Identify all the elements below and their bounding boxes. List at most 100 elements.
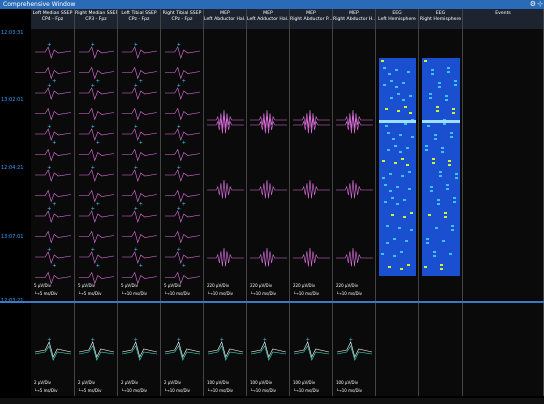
waveform-trace (35, 230, 72, 244)
waveform-trace (35, 87, 72, 100)
peak-marker[interactable]: + (47, 165, 51, 171)
peak-marker[interactable]: + (134, 165, 138, 171)
column-title: MEP (349, 11, 359, 16)
peak-marker[interactable]: + (177, 83, 181, 89)
peak-marker[interactable]: + (220, 337, 224, 343)
waveform-trace (79, 46, 115, 59)
peak-marker[interactable]: + (134, 247, 138, 253)
column-header[interactable]: Right Tibial SSEP CPz - Fpz (161, 9, 204, 29)
peak-marker[interactable]: + (96, 140, 100, 146)
peak-marker[interactable]: + (47, 206, 51, 212)
spectrogram-cell (455, 173, 458, 175)
spectrogram-cell (404, 123, 407, 125)
trace-panel[interactable] (75, 29, 118, 396)
peak-marker[interactable]: + (91, 42, 95, 48)
column-header[interactable]: EEG Right Hemisphere (419, 9, 463, 29)
peak-marker[interactable]: + (47, 83, 51, 89)
trace-panel[interactable] (290, 29, 333, 396)
column-title: Right Median SSEP (75, 11, 118, 16)
peak-marker[interactable]: + (182, 79, 186, 85)
spectrogram-cell (446, 188, 449, 190)
column-header[interactable]: Left Median SSEP CP4 - Fpz (31, 9, 75, 29)
column-header[interactable]: Right Median SSEP CP3 - Fpz (75, 9, 118, 29)
peak-marker[interactable]: + (139, 79, 143, 85)
peak-marker[interactable]: + (263, 337, 267, 343)
column-header[interactable]: EEG Left Hemisphere (376, 9, 419, 29)
peak-marker[interactable]: + (52, 263, 56, 269)
peak-marker[interactable]: + (134, 206, 138, 212)
trace-panel[interactable] (31, 29, 75, 396)
spectrogram-cell (453, 197, 456, 199)
trace-panel[interactable] (463, 29, 544, 396)
peak-marker[interactable]: + (47, 42, 51, 48)
peak-marker[interactable]: + (134, 337, 138, 343)
peak-marker[interactable]: + (134, 124, 138, 130)
peak-marker[interactable]: + (91, 337, 95, 343)
peak-marker[interactable]: + (349, 337, 353, 343)
peak-marker[interactable]: + (47, 124, 51, 130)
column-header[interactable]: MEP Right Abductor H... (333, 9, 376, 29)
column-header[interactable]: Left Tibial SSEP CPz - Fpz (118, 9, 161, 29)
peak-marker[interactable]: + (47, 247, 51, 253)
spectrogram-cell (450, 132, 453, 134)
peak-marker[interactable]: + (96, 202, 100, 208)
waveform-trace (336, 247, 373, 267)
peak-marker[interactable]: + (177, 165, 181, 171)
column-subtitle: Left Hemisphere (378, 17, 416, 22)
peak-marker[interactable]: + (306, 337, 310, 343)
scale-vertical: 5 µV/Div (164, 283, 182, 288)
peak-marker[interactable]: + (139, 202, 143, 208)
stack-separator[interactable] (0, 301, 544, 303)
waveform-trace (207, 109, 244, 129)
scale-horizontal: └→5 ms/Div (78, 388, 102, 393)
pin-icon[interactable]: ⊹ (537, 0, 543, 8)
peak-marker[interactable]: + (96, 79, 100, 85)
spectrogram-cell (429, 97, 432, 99)
peak-marker[interactable]: + (52, 202, 56, 208)
spectrogram-cell (392, 138, 395, 140)
peak-marker[interactable]: + (182, 202, 186, 208)
peak-marker[interactable]: + (177, 337, 181, 343)
waveform-trace (293, 179, 330, 199)
peak-marker[interactable]: + (134, 42, 138, 48)
peak-marker[interactable]: + (182, 140, 186, 146)
peak-marker[interactable]: + (52, 140, 56, 146)
peak-marker[interactable]: + (139, 140, 143, 146)
peak-marker[interactable]: + (177, 206, 181, 212)
spectrogram[interactable] (379, 58, 416, 276)
spectrogram-cell (383, 84, 386, 86)
peak-marker[interactable]: + (177, 124, 181, 130)
peak-marker[interactable]: + (134, 83, 138, 89)
peak-marker[interactable]: + (177, 42, 181, 48)
peak-marker[interactable]: + (139, 263, 143, 269)
peak-marker[interactable]: + (91, 124, 95, 130)
peak-marker[interactable]: + (177, 247, 181, 253)
peak-marker[interactable]: + (182, 263, 186, 269)
trace-panel[interactable] (118, 29, 161, 396)
column-subtitle: Right Abductor P... (290, 17, 333, 22)
baseline-trace (207, 345, 244, 361)
gear-icon[interactable]: ⚙ (529, 0, 536, 8)
baseline-trace (164, 341, 201, 358)
peak-marker[interactable]: + (91, 206, 95, 212)
peak-marker[interactable]: + (91, 83, 95, 89)
spectrogram-cell (401, 158, 404, 160)
peak-marker[interactable]: + (96, 263, 100, 269)
spectrogram-cell (396, 203, 399, 205)
peak-marker[interactable]: + (52, 79, 56, 85)
waveform-trace (293, 114, 330, 134)
trace-panel[interactable] (161, 29, 204, 396)
column-header[interactable]: MEP Left Adductor Hal... (247, 9, 290, 29)
peak-marker[interactable]: + (47, 337, 51, 343)
spectrogram-cell (449, 253, 452, 255)
peak-marker[interactable]: + (91, 165, 95, 171)
column-header[interactable]: MEP Left Abductor Hal... (204, 9, 247, 29)
status-strip (0, 398, 544, 404)
column-header[interactable]: MEP Right Abductor P... (290, 9, 333, 29)
trace-panel[interactable] (247, 29, 290, 396)
peak-marker[interactable]: + (91, 247, 95, 253)
spectrogram-cell (407, 71, 410, 73)
trace-panel[interactable] (204, 29, 247, 396)
spectrogram-cell (447, 67, 450, 69)
trace-panel[interactable] (333, 29, 376, 396)
